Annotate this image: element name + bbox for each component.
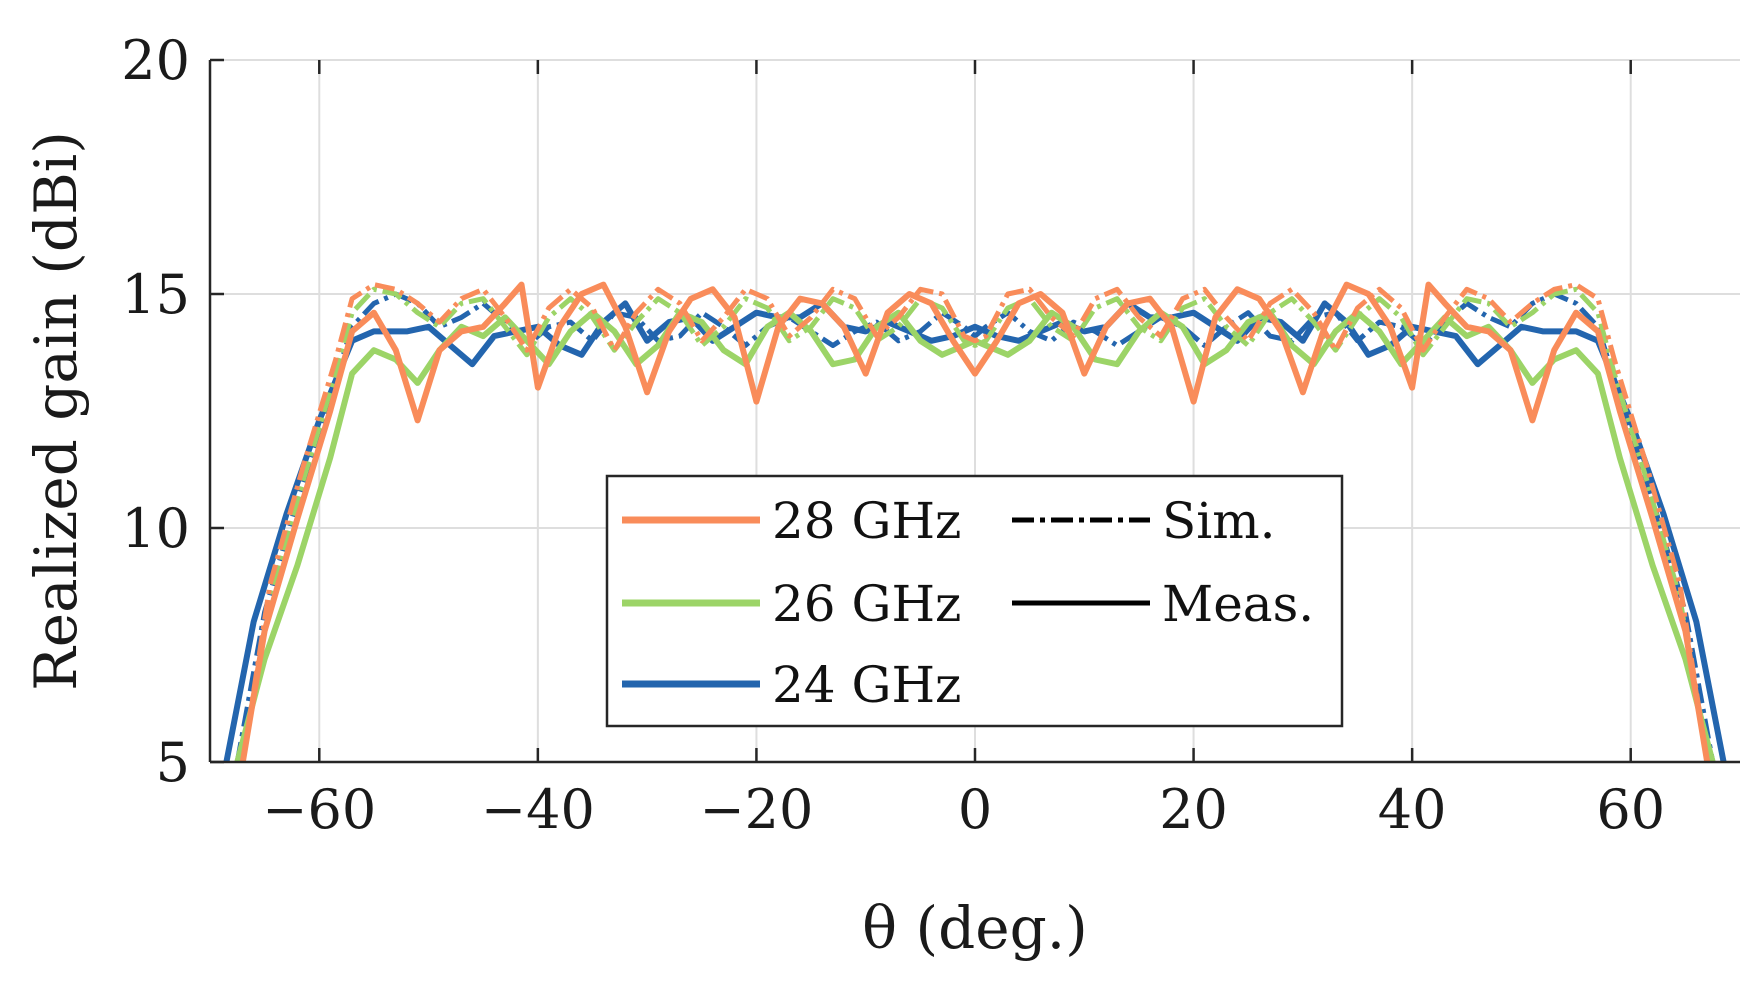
x-tick-label: −20 <box>699 778 813 841</box>
series-28ghz-meas <box>239 281 1711 762</box>
x-axis-title: θ (deg.) <box>862 894 1088 962</box>
x-tick-label: −40 <box>481 778 595 841</box>
legend-label-28ghz: 28 GHz <box>772 492 961 550</box>
legend-label-meas: Meas. <box>1162 575 1314 633</box>
series-26ghz-sim <box>240 286 1710 762</box>
y-tick-label: 10 <box>121 497 190 560</box>
x-tick-label: 20 <box>1159 778 1228 841</box>
legend-label-24ghz: 24 GHz <box>772 656 961 714</box>
x-tick-label: 40 <box>1378 778 1447 841</box>
legend: 28 GHz 26 GHz 24 GHz Sim. Meas. <box>605 474 1344 728</box>
plot-series <box>223 281 1727 762</box>
y-tick-label: 5 <box>156 731 190 794</box>
series-24ghz-sim <box>234 291 1716 762</box>
x-tick-label: 0 <box>958 778 992 841</box>
legend-label-26ghz: 26 GHz <box>772 575 961 633</box>
tick-labels: −60 −40 −20 0 20 40 60 5 10 15 20 <box>121 29 1665 841</box>
series-28ghz-sim <box>240 282 1710 762</box>
y-axis-title: Realized gain (dBi) <box>22 131 90 691</box>
x-tick-label: 60 <box>1596 778 1665 841</box>
axes <box>208 58 1740 764</box>
x-tick-label: −60 <box>262 778 376 841</box>
legend-label-sim: Sim. <box>1162 492 1276 550</box>
y-tick-label: 15 <box>121 263 190 326</box>
series-24ghz-meas <box>223 300 1727 762</box>
y-tick-label: 20 <box>121 29 190 92</box>
